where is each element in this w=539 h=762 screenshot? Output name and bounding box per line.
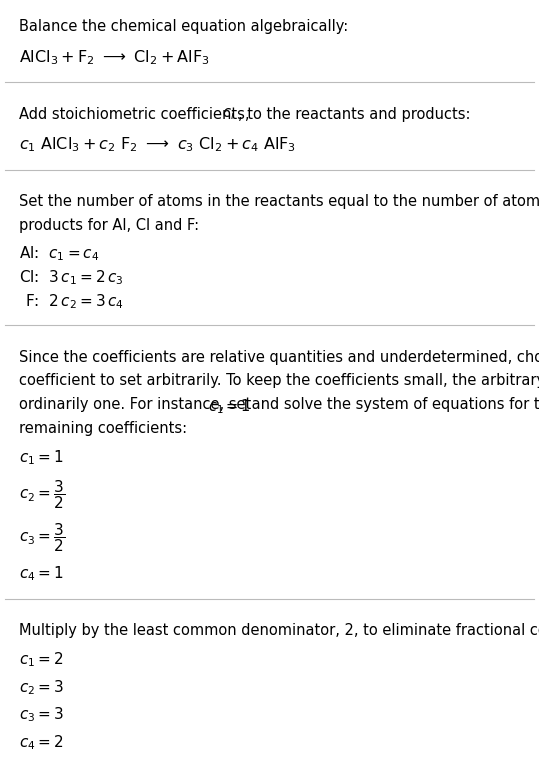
Text: remaining coefficients:: remaining coefficients: bbox=[19, 421, 187, 436]
Text: $c_2 = 3$: $c_2 = 3$ bbox=[19, 678, 64, 697]
Text: Balance the chemical equation algebraically:: Balance the chemical equation algebraica… bbox=[19, 19, 348, 34]
Text: $c_3 = 3$: $c_3 = 3$ bbox=[19, 706, 64, 725]
Text: $c_4 = 1$: $c_4 = 1$ bbox=[19, 565, 64, 584]
Text: ordinarily one. For instance, set: ordinarily one. For instance, set bbox=[19, 397, 255, 412]
Text: Since the coefficients are relative quantities and underdetermined, choose a: Since the coefficients are relative quan… bbox=[19, 350, 539, 365]
Text: $c_3 = \dfrac{3}{2}$: $c_3 = \dfrac{3}{2}$ bbox=[19, 521, 65, 554]
Text: Add stoichiometric coefficients,: Add stoichiometric coefficients, bbox=[19, 107, 254, 122]
Text: $c_4 = 2$: $c_4 = 2$ bbox=[19, 733, 64, 752]
Text: coefficient to set arbitrarily. To keep the coefficients small, the arbitrary va: coefficient to set arbitrarily. To keep … bbox=[19, 373, 539, 389]
Text: $c_1\ \mathrm{AlCl_3} + c_2\ \mathrm{F_2}\ \longrightarrow\ c_3\ \mathrm{Cl_2} +: $c_1\ \mathrm{AlCl_3} + c_2\ \mathrm{F_2… bbox=[19, 136, 296, 155]
Text: Multiply by the least common denominator, 2, to eliminate fractional coefficient: Multiply by the least common denominator… bbox=[19, 623, 539, 639]
Text: $c_1 = 1$: $c_1 = 1$ bbox=[208, 397, 251, 416]
Text: $c_i$: $c_i$ bbox=[222, 107, 234, 123]
Text: , to the reactants and products:: , to the reactants and products: bbox=[238, 107, 470, 122]
Text: $c_1 = 2$: $c_1 = 2$ bbox=[19, 651, 64, 670]
Text: Al:  $c_1 = c_4$: Al: $c_1 = c_4$ bbox=[19, 244, 99, 263]
Text: $c_2 = \dfrac{3}{2}$: $c_2 = \dfrac{3}{2}$ bbox=[19, 478, 65, 511]
Text: $\mathrm{AlCl_3 + F_2}$ $\mathrm{\longrightarrow}$ $\mathrm{Cl_2 + AlF_3}$: $\mathrm{AlCl_3 + F_2}$ $\mathrm{\longri… bbox=[19, 48, 209, 67]
Text: Set the number of atoms in the reactants equal to the number of atoms in the: Set the number of atoms in the reactants… bbox=[19, 194, 539, 210]
Text: Cl:  $3\,c_1 = 2\,c_3$: Cl: $3\,c_1 = 2\,c_3$ bbox=[19, 268, 123, 287]
Text: products for Al, Cl and F:: products for Al, Cl and F: bbox=[19, 218, 199, 233]
Text: $c_1 = 1$: $c_1 = 1$ bbox=[19, 448, 64, 467]
Text: F:  $2\,c_2 = 3\,c_4$: F: $2\,c_2 = 3\,c_4$ bbox=[25, 293, 124, 312]
Text: and solve the system of equations for the: and solve the system of equations for th… bbox=[246, 397, 539, 412]
